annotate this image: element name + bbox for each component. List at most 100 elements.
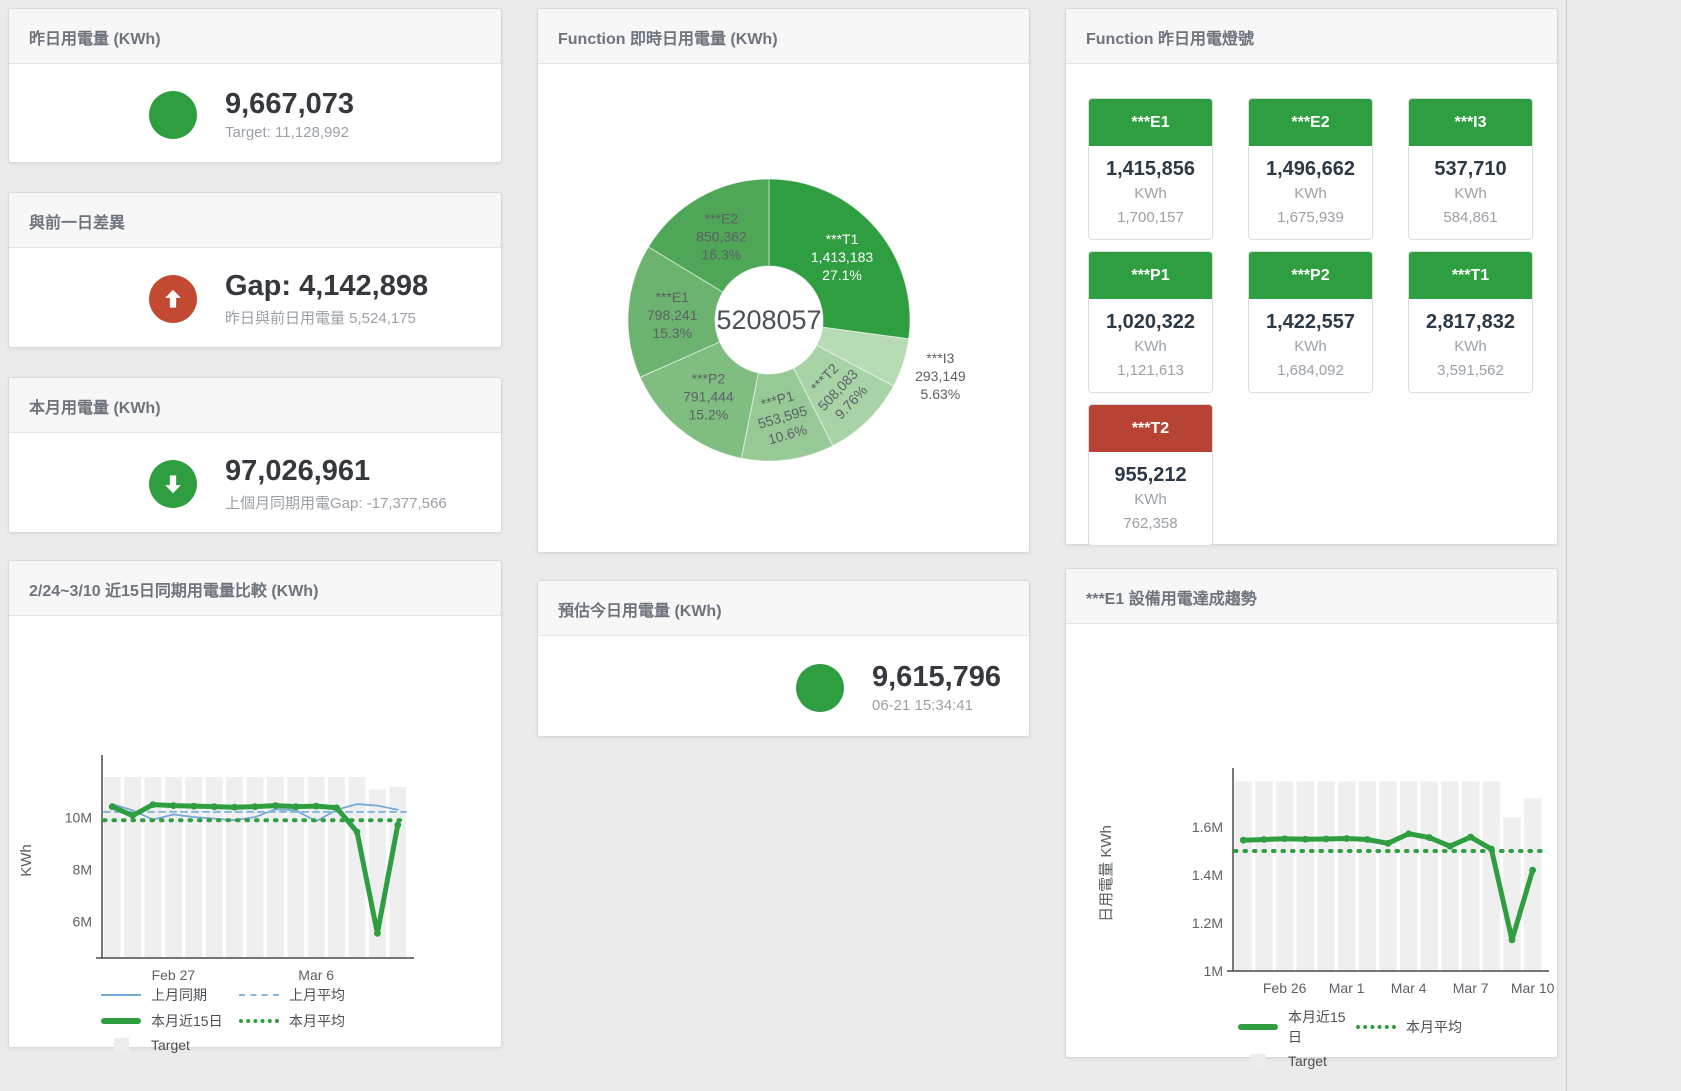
kpi-value: 9,667,073 [225,87,355,120]
tile-value: 955,212 [1114,464,1187,486]
dotted-line-swatch-icon [239,1019,279,1023]
legend-label: 本月平均 [289,1013,345,1029]
legend-item: 上月平均 [239,985,345,1005]
svg-text:日用電量 KWh: 日用電量 KWh [1098,825,1115,922]
e1-trend-chart: 1M 1.2M 1.4M 1.6M Feb 26 Mar 1 Mar 4 Mar 7 Mar 1… [1098,768,1555,996]
svg-text:Mar 10: Mar 10 [1511,980,1555,996]
card-month-usage: 本月用電量 (KWh) 97,026,961 上個月同期用電Gap: -17,3… [8,377,502,533]
tile-unit: KWh [1454,338,1487,355]
kpi-subtext: 06-21 15:34:41 [872,697,973,715]
status-tile: ***T2 955,212 KWh 762,358 [1088,404,1213,546]
legend-label: 本月近15日 [1288,1009,1346,1045]
status-circle-icon [796,663,844,712]
dashed-line-swatch-icon [239,994,279,996]
kpi-value: Gap: 4,142,898 [225,270,429,303]
card-estimate-today: 預估今日用電量 (KWh) 9,615,796 06-21 15:34:41 [537,580,1030,737]
svg-text:1.4M: 1.4M [1192,867,1223,883]
daily-usage-donut-chart: ***T1 1,413,183 27.1% ***I3 293,149 5.63% ***T… [627,178,966,462]
legend-item: 本月近15日 [101,1011,239,1031]
kpi-text: 97,026,961 上個月同期用電Gap: -17,377,566 [225,455,447,512]
status-tile: ***T1 2,817,832 KWh 3,591,562 [1408,251,1533,393]
svg-text:Feb 27: Feb 27 [152,967,196,983]
legend-label: 本月平均 [1406,1019,1462,1035]
card-title: 與前一日差異 [9,193,501,248]
thick-line-swatch-icon [101,1018,141,1024]
svg-text:5208057: 5208057 [716,305,821,335]
svg-text:KWh: KWh [18,844,35,877]
svg-text:Mar 4: Mar 4 [1391,980,1427,996]
tile-name: ***P2 [1249,252,1372,299]
tile-target: 584,861 [1443,209,1498,226]
page-edge-divider [1566,0,1567,1091]
tile-unit: KWh [1134,491,1167,508]
tile-unit: KWh [1454,185,1487,202]
legend-label: 上月平均 [289,987,345,1003]
kpi-row: 9,615,796 06-21 15:34:41 [538,636,1029,739]
card-title: ***E1 設備用電達成趨勢 [1066,569,1557,624]
card-title: 2/24~3/10 近15日同期用電量比較 (KWh) [9,561,501,616]
svg-text:10M: 10M [65,810,92,826]
card-status-lights: Function 昨日用電燈號 ***E1 1,415,856 KWh 1,700,… [1065,8,1558,546]
card-compare-15day: 2/24~3/10 近15日同期用電量比較 (KWh) 6M 8M 10M Feb 2… [8,560,502,1053]
tile-name: ***T2 [1089,405,1212,452]
card-yesterday-usage: 昨日用電量 (KWh) 9,667,073 Target: 11,128,992 [8,8,502,163]
arrow-down-icon [149,460,197,508]
status-tile: ***I3 537,710 KWh 584,861 [1408,98,1533,240]
tile-name: ***T1 [1409,252,1532,299]
status-tile-grid: ***E1 1,415,856 KWh 1,700,157 ***E2 1,496,… [1066,64,1557,546]
status-tile: ***E1 1,415,856 KWh 1,700,157 [1088,98,1213,240]
kpi-row: 97,026,961 上個月同期用電Gap: -17,377,566 [9,433,501,535]
kpi-subtext: 上個月同期用電Gap: -17,377,566 [225,494,447,512]
card-title: 預估今日用電量 (KWh) [538,581,1029,636]
kpi-row: 9,667,073 Target: 11,128,992 [9,64,501,165]
tile-unit: KWh [1134,338,1167,355]
legend-label: 本月近15日 [151,1013,223,1029]
bar-swatch-icon [101,1037,141,1053]
legend-label: 上月同期 [151,987,207,1003]
legend-item: Target [1238,1053,1356,1069]
dotted-line-swatch-icon [1356,1025,1396,1029]
tile-unit: KWh [1294,185,1327,202]
kpi-text: Gap: 4,142,898 昨日與前日用電量 5,524,175 [225,270,428,327]
tile-value: 1,422,557 [1266,311,1355,333]
card-realtime-usage: Function 即時日用電量 (KWh) ***T1 1,413,183 27.1… [537,8,1030,553]
svg-text:Mar 7: Mar 7 [1453,980,1489,996]
tile-value: 537,710 [1434,158,1507,180]
arrow-up-icon [149,275,197,323]
svg-text:Mar 6: Mar 6 [298,967,334,983]
chart-legend: 上月同期 上月平均 本月近15日 本月平均 Target [101,985,345,1053]
kpi-subtext: Target: 11,128,992 [225,124,349,142]
tile-target: 1,675,939 [1277,209,1344,226]
status-tile: ***P1 1,020,322 KWh 1,121,613 [1088,251,1213,393]
bar-swatch-icon [1238,1053,1278,1069]
card-title: Function 即時日用電量 (KWh) [538,9,1029,64]
legend-item: 本月近15日 [1238,1007,1356,1047]
card-title: Function 昨日用電燈號 [1066,9,1557,64]
card-title: 昨日用電量 (KWh) [9,9,501,64]
tile-name: ***E2 [1249,99,1372,146]
legend-item: 本月平均 [1356,1007,1462,1047]
tile-target: 1,121,613 [1117,362,1184,379]
tile-value: 1,496,662 [1266,158,1355,180]
status-circle-icon [149,90,197,139]
legend-label: Target [1288,1053,1327,1069]
svg-text:Mar 1: Mar 1 [1329,980,1365,996]
svg-text:Feb 26: Feb 26 [1263,980,1307,996]
tile-value: 2,817,832 [1426,311,1515,333]
tile-name: ***E1 [1089,99,1212,146]
kpi-row: Gap: 4,142,898 昨日與前日用電量 5,524,175 [9,248,501,350]
svg-text:8M: 8M [73,862,92,878]
tile-unit: KWh [1294,338,1327,355]
tile-target: 3,591,562 [1437,362,1504,379]
svg-text:1.2M: 1.2M [1192,915,1223,931]
svg-text:1.6M: 1.6M [1192,819,1223,835]
svg-text:1M: 1M [1204,963,1223,979]
tile-target: 1,684,092 [1277,362,1344,379]
kpi-value: 9,615,796 [872,660,1002,693]
tile-unit: KWh [1134,185,1167,202]
tile-value: 1,415,856 [1106,158,1195,180]
legend-item: 上月同期 [101,985,239,1005]
tile-name: ***I3 [1409,99,1532,146]
